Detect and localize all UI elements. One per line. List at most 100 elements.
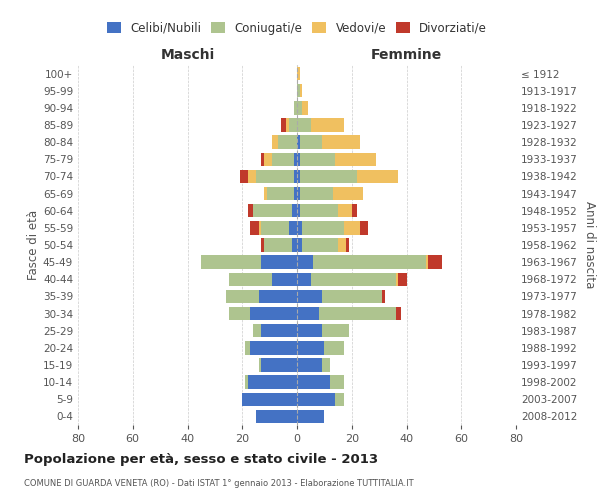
Bar [297, 290, 322, 303]
Bar [297, 170, 398, 183]
Bar [297, 67, 300, 80]
Bar [292, 204, 297, 218]
Bar [262, 238, 297, 252]
Bar [297, 272, 311, 286]
Bar [229, 307, 297, 320]
Bar [256, 170, 297, 183]
Bar [264, 238, 297, 252]
Bar [297, 170, 357, 183]
Bar [297, 307, 401, 320]
Legend: Celibi/Nubili, Coniugati/e, Vedovi/e, Divorziati/e: Celibi/Nubili, Coniugati/e, Vedovi/e, Di… [102, 17, 492, 40]
Bar [256, 410, 297, 423]
Bar [272, 272, 297, 286]
Bar [297, 410, 325, 423]
Bar [297, 118, 344, 132]
Bar [245, 376, 297, 389]
Bar [297, 410, 325, 423]
Bar [297, 324, 349, 338]
Bar [297, 101, 302, 114]
Bar [294, 101, 297, 114]
Bar [297, 136, 360, 149]
Bar [297, 256, 313, 269]
Bar [294, 152, 297, 166]
Bar [294, 170, 297, 183]
Bar [297, 376, 344, 389]
Bar [297, 187, 362, 200]
Bar [201, 256, 297, 269]
Bar [297, 136, 360, 149]
Bar [297, 221, 360, 234]
Bar [262, 221, 297, 234]
Bar [264, 152, 297, 166]
Bar [294, 101, 297, 114]
Bar [297, 392, 335, 406]
Bar [250, 341, 297, 354]
Bar [229, 272, 297, 286]
Bar [281, 118, 297, 132]
Bar [297, 84, 302, 98]
Bar [297, 152, 300, 166]
Bar [229, 307, 297, 320]
Bar [259, 358, 297, 372]
Bar [297, 238, 349, 252]
Bar [297, 392, 344, 406]
Bar [239, 170, 297, 183]
Y-axis label: Fasce di età: Fasce di età [27, 210, 40, 280]
Bar [262, 256, 297, 269]
Bar [297, 341, 344, 354]
Bar [297, 410, 325, 423]
Bar [297, 221, 344, 234]
Bar [297, 358, 330, 372]
Bar [289, 118, 297, 132]
Bar [272, 152, 297, 166]
Bar [245, 341, 297, 354]
Bar [245, 341, 297, 354]
Bar [297, 170, 300, 183]
Bar [297, 290, 382, 303]
Bar [256, 410, 297, 423]
Bar [297, 290, 382, 303]
Bar [242, 392, 297, 406]
Bar [259, 358, 297, 372]
Bar [297, 376, 344, 389]
Bar [297, 170, 398, 183]
Bar [297, 84, 302, 98]
Bar [297, 256, 442, 269]
Bar [259, 221, 297, 234]
Bar [297, 324, 349, 338]
Bar [262, 358, 297, 372]
Bar [242, 392, 297, 406]
Bar [297, 358, 330, 372]
Bar [294, 187, 297, 200]
Bar [297, 118, 344, 132]
Bar [278, 136, 297, 149]
Bar [297, 272, 407, 286]
Bar [264, 187, 297, 200]
Bar [229, 307, 297, 320]
Y-axis label: Anni di nascita: Anni di nascita [583, 202, 596, 288]
Bar [245, 376, 297, 389]
Bar [297, 392, 344, 406]
Text: Maschi: Maschi [160, 48, 215, 62]
Bar [201, 256, 297, 269]
Bar [201, 256, 297, 269]
Bar [297, 152, 335, 166]
Bar [253, 324, 297, 338]
Bar [264, 238, 297, 252]
Text: COMUNE DI GUARDA VENETA (RO) - Dati ISTAT 1° gennaio 2013 - Elaborazione TUTTITA: COMUNE DI GUARDA VENETA (RO) - Dati ISTA… [24, 479, 413, 488]
Text: Femmine: Femmine [371, 48, 442, 62]
Bar [297, 187, 362, 200]
Bar [297, 238, 302, 252]
Bar [297, 204, 300, 218]
Bar [297, 307, 395, 320]
Bar [297, 392, 344, 406]
Bar [253, 204, 297, 218]
Bar [250, 221, 297, 234]
Bar [297, 358, 322, 372]
Bar [297, 341, 344, 354]
Bar [262, 152, 297, 166]
Bar [259, 290, 297, 303]
Bar [289, 221, 297, 234]
Bar [297, 187, 332, 200]
Bar [242, 392, 297, 406]
